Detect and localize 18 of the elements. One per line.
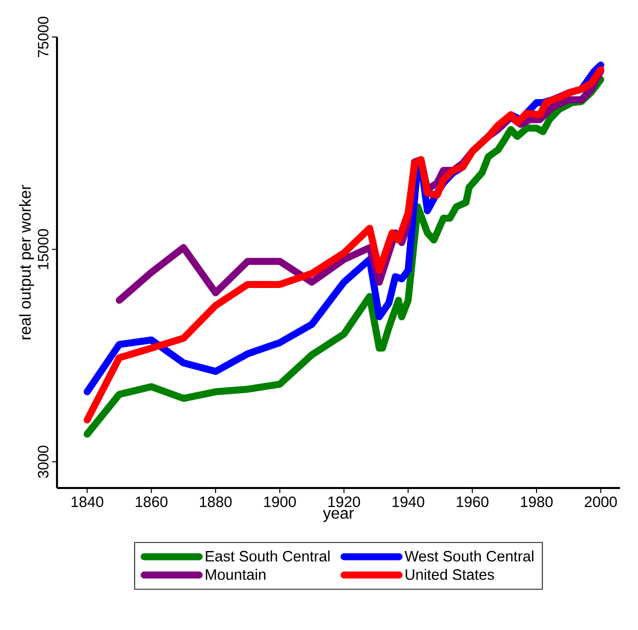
legend-label: West South Central — [404, 550, 534, 562]
x-tick-label: 1840 — [72, 496, 104, 508]
legend-label: Mountain — [206, 568, 266, 580]
y-tick-label: 3000 — [38, 446, 48, 478]
x-tick-label: 2000 — [584, 496, 617, 508]
x-axis-title: year — [322, 510, 354, 522]
x-tick-label: 1960 — [456, 496, 488, 508]
x-tick-label: 1900 — [264, 496, 296, 508]
y-axis-title: real output per worker — [19, 184, 34, 340]
x-tick-label: 1920 — [328, 496, 360, 508]
legend-label: East South Central — [206, 550, 330, 562]
y-tick-label: 75000 — [38, 16, 48, 58]
y-tick-label: 15000 — [38, 229, 48, 270]
x-tick-label: 1940 — [392, 496, 424, 508]
x-tick-label: 1860 — [136, 496, 168, 508]
legend-label: United States — [406, 568, 494, 580]
x-tick-label: 1880 — [200, 496, 232, 508]
x-tick-label: 1980 — [521, 496, 553, 508]
